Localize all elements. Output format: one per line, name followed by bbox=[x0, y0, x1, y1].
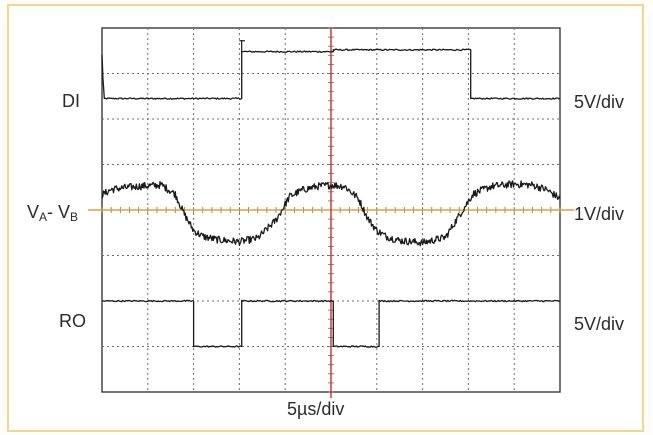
scale-label-middle: 1V/div bbox=[574, 204, 625, 224]
traces bbox=[101, 40, 561, 348]
channel-label-di: DI bbox=[62, 91, 80, 111]
scale-label-bottom: 5V/div bbox=[574, 314, 625, 334]
channel-label-ro: RO bbox=[59, 311, 86, 331]
figure-frame bbox=[7, 4, 644, 432]
channel-label-va-vb: VA- VB bbox=[27, 202, 79, 224]
grid bbox=[88, 27, 574, 398]
trace-di bbox=[101, 48, 561, 100]
trace-ro bbox=[102, 299, 561, 348]
trace-va-vb bbox=[101, 180, 561, 247]
x-axis-label: 5µs/div bbox=[287, 399, 345, 419]
scale-label-top: 5V/div bbox=[574, 92, 625, 112]
